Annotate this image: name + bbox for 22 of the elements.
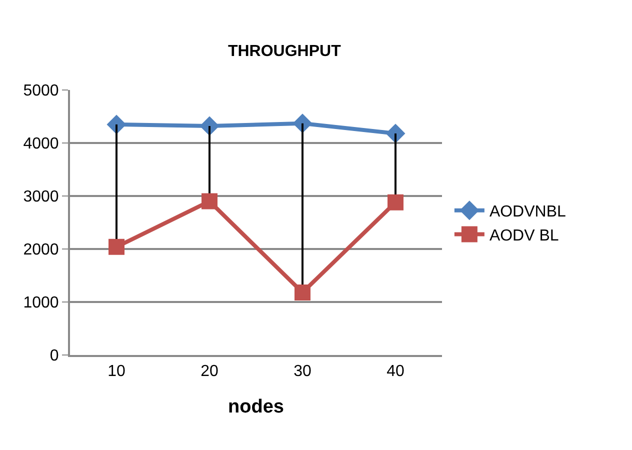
x-tick-label: 40 <box>386 363 404 380</box>
point <box>294 284 310 300</box>
y-tick-label: 1000 <box>23 294 59 312</box>
point <box>106 114 126 134</box>
y-tick-label: 5000 <box>23 82 59 100</box>
legend-label: AODV BL <box>489 227 559 244</box>
x-tick-label: 20 <box>200 363 218 380</box>
legend-label: AODVNBL <box>489 204 566 221</box>
point <box>388 194 404 210</box>
y-tick-label: 2000 <box>23 242 59 259</box>
y-tick-label: 3000 <box>23 188 59 206</box>
point <box>200 116 220 136</box>
x-tick-label: 10 <box>108 363 126 380</box>
x-axis-title: nodes <box>228 396 284 418</box>
point <box>386 124 406 144</box>
point <box>202 193 218 210</box>
y-tick-label: 4000 <box>23 136 59 153</box>
chart-title: THROUGHPUT <box>228 43 342 60</box>
point <box>108 238 124 255</box>
x-tick-label: 30 <box>294 363 312 380</box>
y-tick-label: 0 <box>50 348 59 365</box>
point <box>292 114 312 134</box>
